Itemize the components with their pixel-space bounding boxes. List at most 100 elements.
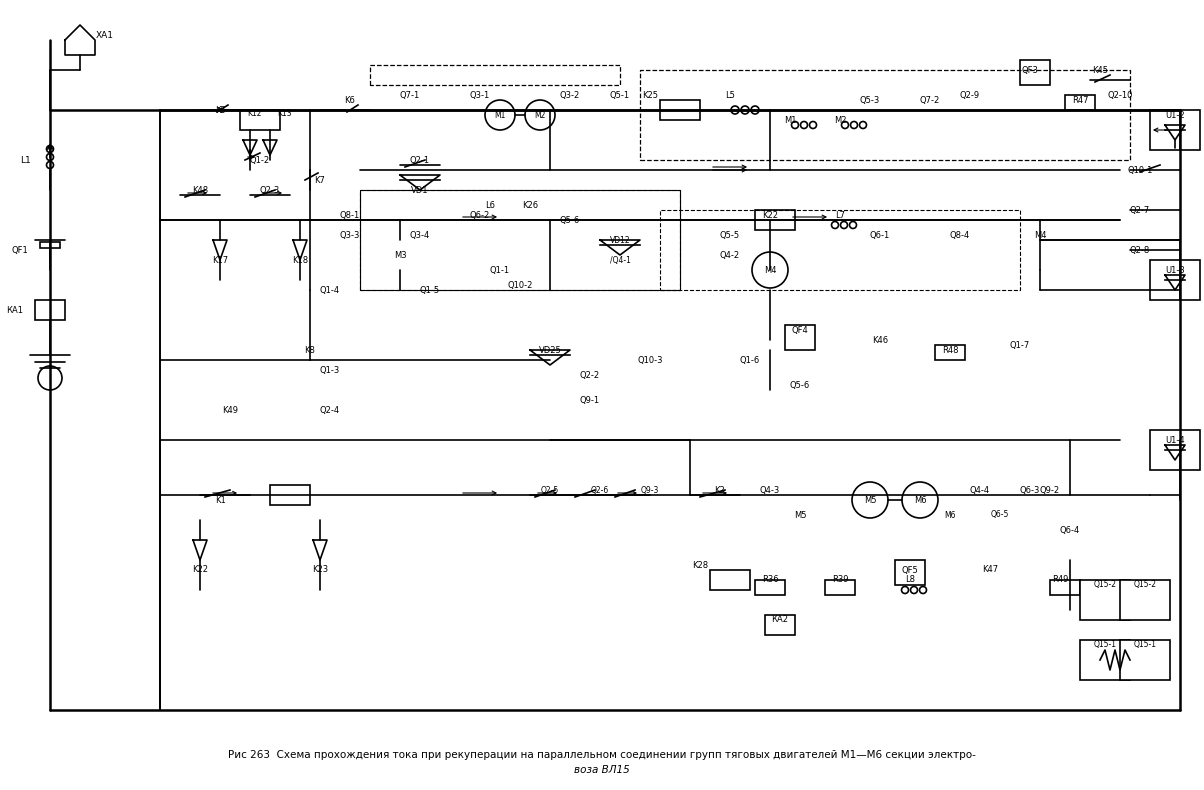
Circle shape [832, 221, 838, 228]
Bar [240, 110, 281, 130]
Text: K23: K23 [312, 566, 327, 574]
Text: Q4-3: Q4-3 [760, 486, 780, 495]
Text: воза ВЛ15: воза ВЛ15 [574, 765, 630, 775]
Text: L5: L5 [725, 91, 734, 100]
Text: Q5-3: Q5-3 [860, 96, 880, 104]
Text: Q2-5: Q2-5 [541, 486, 559, 495]
Circle shape [902, 482, 938, 518]
Text: Q2-2: Q2-2 [580, 371, 600, 379]
Text: Q10-2: Q10-2 [507, 280, 532, 289]
Bar [825, 580, 855, 595]
Text: K5: K5 [214, 106, 225, 115]
Text: K26: K26 [523, 201, 538, 209]
Text: Q5-1: Q5-1 [610, 91, 630, 100]
Text: Q9-1: Q9-1 [580, 396, 600, 404]
Bar [1120, 640, 1170, 680]
Text: Q1-2: Q1-2 [250, 156, 270, 164]
Circle shape [47, 145, 53, 152]
Text: Q7-1: Q7-1 [400, 91, 420, 100]
Text: K25: K25 [642, 91, 659, 100]
Text: М2: М2 [833, 115, 846, 125]
Text: K18: K18 [291, 255, 308, 265]
Bar [1050, 580, 1080, 595]
Text: K1: K1 [214, 495, 225, 505]
Bar [755, 210, 795, 230]
Circle shape [39, 366, 61, 390]
Text: Q9-2: Q9-2 [1040, 486, 1060, 495]
Text: L1: L1 [19, 156, 30, 164]
Text: Q2-9: Q2-9 [960, 91, 980, 100]
Bar [1150, 430, 1200, 470]
Text: Q4-2: Q4-2 [720, 250, 740, 259]
Bar [936, 345, 964, 360]
Text: R49: R49 [1052, 575, 1068, 585]
Text: K22: K22 [762, 210, 778, 220]
Bar [40, 242, 60, 248]
Circle shape [852, 482, 889, 518]
Text: Q2-3: Q2-3 [260, 186, 281, 194]
Circle shape [910, 586, 917, 593]
Text: M4: M4 [1034, 231, 1046, 239]
Text: М6: М6 [944, 510, 956, 520]
Bar [765, 615, 795, 635]
Text: Рис 263  Схема прохождения тока при рекуперации на параллельном соединении групп: Рис 263 Схема прохождения тока при рекуп… [228, 750, 976, 760]
Text: L8: L8 [905, 575, 915, 585]
Text: Q10-3: Q10-3 [637, 356, 662, 364]
Text: Q10-1: Q10-1 [1127, 165, 1152, 175]
Bar [270, 485, 309, 505]
Bar [360, 190, 680, 290]
Text: K49: K49 [222, 405, 238, 415]
Text: K17: K17 [212, 255, 228, 265]
Circle shape [525, 100, 555, 130]
Text: K8: K8 [305, 345, 315, 355]
Circle shape [920, 586, 927, 593]
Circle shape [902, 586, 909, 593]
Text: VD1: VD1 [412, 186, 429, 194]
Text: Q8-4: Q8-4 [950, 231, 970, 239]
Text: Q6-3: Q6-3 [1020, 486, 1040, 495]
Text: Q15-2: Q15-2 [1093, 581, 1116, 589]
Text: М1: М1 [784, 115, 796, 125]
Text: Q1-6: Q1-6 [740, 356, 760, 364]
Circle shape [740, 106, 749, 114]
Text: М6: М6 [914, 495, 926, 505]
Text: Q1-1: Q1-1 [490, 265, 510, 274]
Bar [1066, 95, 1094, 110]
Text: K12: K12 [248, 108, 262, 118]
Bar [1080, 580, 1131, 620]
Text: R39: R39 [832, 575, 849, 585]
Circle shape [801, 122, 808, 129]
Text: М4: М4 [763, 265, 777, 274]
Text: U1-4: U1-4 [1165, 435, 1185, 445]
Text: Q5-6: Q5-6 [560, 216, 580, 224]
Text: Q15-2: Q15-2 [1133, 581, 1157, 589]
Text: Q8-1: Q8-1 [340, 210, 360, 220]
Text: Q1-7: Q1-7 [1010, 340, 1031, 349]
Text: QF4: QF4 [791, 325, 808, 334]
Text: КА1: КА1 [6, 306, 24, 314]
Bar [35, 300, 65, 320]
Text: Q6-5: Q6-5 [991, 510, 1009, 520]
Circle shape [791, 122, 798, 129]
Bar [1150, 260, 1200, 300]
Circle shape [850, 221, 856, 228]
Text: QF3: QF3 [1021, 66, 1038, 74]
Text: Q2-1: Q2-1 [409, 156, 430, 164]
Text: R48: R48 [942, 345, 958, 355]
Text: Q3-4: Q3-4 [409, 231, 430, 239]
Text: U1-2: U1-2 [1165, 111, 1185, 119]
Text: QF5: QF5 [902, 566, 919, 574]
Circle shape [860, 122, 867, 129]
Circle shape [731, 106, 739, 114]
Text: Q15-1: Q15-1 [1093, 641, 1116, 649]
Text: М2: М2 [535, 111, 545, 119]
Bar [710, 570, 750, 590]
Bar [360, 190, 680, 290]
Circle shape [485, 100, 515, 130]
Text: K46: K46 [872, 336, 889, 344]
Text: VD25: VD25 [538, 345, 561, 355]
Circle shape [850, 122, 857, 129]
Circle shape [842, 122, 849, 129]
Circle shape [752, 252, 787, 288]
Circle shape [382, 237, 418, 273]
